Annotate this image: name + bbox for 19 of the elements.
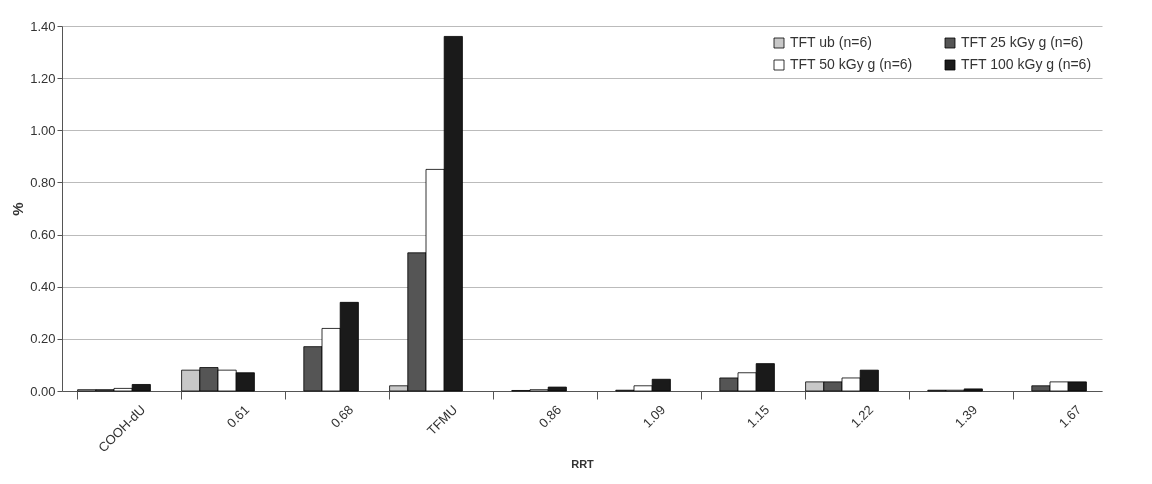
legend-label: TFT ub (n=6) [790,34,872,50]
y-tick-label: 0.20 [30,331,56,347]
y-tick-label: 0.00 [30,383,56,399]
legend-label: TFT 100 kGy g (n=6) [961,56,1092,72]
x-tick-label: 0.68 [327,402,357,431]
x-tick-label: 1.09 [639,402,669,431]
y-tick-label: 1.40 [30,18,56,34]
x-tick-label: 0.86 [535,402,565,431]
legend-label: TFT 50 kGy g (n=6) [790,56,913,72]
y-axis-title: % [9,202,27,216]
y-tick-label: 1.20 [30,70,56,86]
x-axis-title: RRT [571,458,595,471]
x-tick-label: 0.61 [223,402,253,431]
y-tick-label: 1.00 [30,122,56,138]
legend-label: TFT 25 kGy g (n=6) [961,34,1084,50]
y-tick-label: 0.40 [30,279,56,295]
y-tick-label: 0.80 [30,174,56,190]
y-tick-label: 0.60 [30,227,56,243]
x-tick-label: 1.39 [951,402,981,431]
